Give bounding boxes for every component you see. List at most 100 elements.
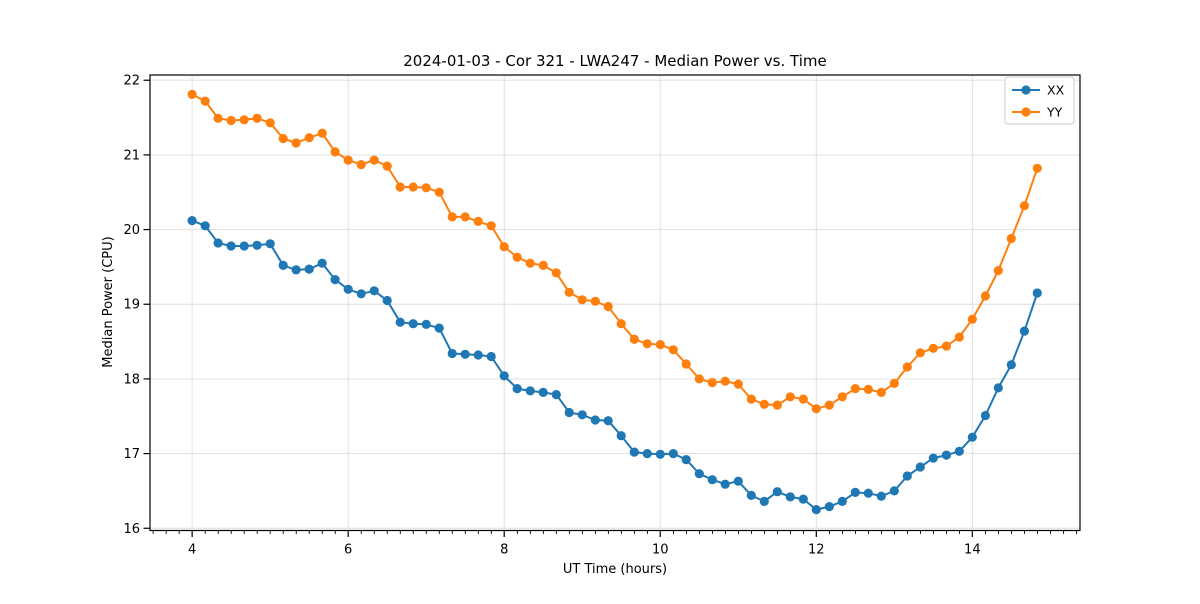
x-tick-label: 4 bbox=[188, 543, 196, 558]
data-point-XX bbox=[824, 502, 834, 512]
data-point-YY bbox=[759, 399, 769, 409]
data-point-YY bbox=[486, 221, 496, 231]
data-point-YY bbox=[304, 133, 314, 143]
plot-border bbox=[149, 74, 1081, 532]
data-point-XX bbox=[317, 258, 327, 268]
data-point-XX bbox=[746, 490, 756, 500]
data-point-XX bbox=[343, 284, 353, 294]
data-point-YY bbox=[694, 374, 704, 384]
data-point-XX bbox=[499, 371, 509, 381]
legend-label-YY: YY bbox=[1046, 105, 1063, 120]
data-point-XX bbox=[265, 239, 275, 249]
data-point-XX bbox=[915, 462, 925, 472]
data-point-YY bbox=[512, 252, 522, 262]
data-point-XX bbox=[759, 496, 769, 506]
data-point-YY bbox=[1032, 163, 1042, 173]
data-point-YY bbox=[928, 343, 938, 353]
data-point-YY bbox=[876, 387, 886, 397]
data-point-XX bbox=[590, 415, 600, 425]
data-point-YY bbox=[668, 345, 678, 355]
data-point-YY bbox=[850, 384, 860, 394]
data-point-XX bbox=[1019, 326, 1029, 336]
y-tick-label: 16 bbox=[123, 522, 140, 537]
data-point-YY bbox=[1019, 201, 1029, 211]
data-point-XX bbox=[447, 348, 457, 359]
data-point-XX bbox=[304, 264, 314, 274]
data-point-XX bbox=[863, 488, 873, 498]
data-point-XX bbox=[733, 476, 743, 486]
data-point-YY bbox=[902, 362, 912, 372]
data-point-YY bbox=[317, 128, 327, 138]
legend: XX YY bbox=[1004, 76, 1075, 125]
data-point-YY bbox=[252, 113, 262, 123]
data-point-YY bbox=[603, 301, 613, 312]
data-point-XX bbox=[291, 265, 301, 275]
data-point-YY bbox=[200, 96, 210, 106]
data-point-YY bbox=[434, 187, 444, 197]
data-point-YY bbox=[824, 400, 834, 410]
data-point-XX bbox=[811, 505, 821, 515]
data-point-YY bbox=[655, 340, 665, 350]
data-point-XX bbox=[512, 384, 522, 394]
data-point-XX bbox=[681, 455, 691, 465]
data-point-XX bbox=[785, 492, 795, 502]
data-point-XX bbox=[577, 410, 587, 420]
data-point-YY bbox=[278, 133, 288, 144]
data-point-YY bbox=[707, 378, 717, 388]
data-point-YY bbox=[616, 319, 626, 329]
data-point-YY bbox=[239, 115, 249, 125]
data-point-XX bbox=[668, 449, 678, 459]
data-point-XX bbox=[200, 221, 210, 231]
data-point-XX bbox=[278, 260, 288, 270]
data-point-XX bbox=[473, 350, 483, 360]
data-point-YY bbox=[837, 392, 847, 402]
data-point-XX bbox=[564, 407, 574, 418]
data-point-XX bbox=[408, 319, 418, 329]
x-tick-label: 6 bbox=[344, 543, 352, 558]
data-point-YY bbox=[629, 334, 639, 344]
data-point-YY bbox=[265, 118, 275, 128]
data-point-XX bbox=[889, 486, 899, 496]
y-tick-label: 22 bbox=[123, 74, 140, 89]
data-point-YY bbox=[577, 295, 587, 305]
data-point-XX bbox=[525, 386, 535, 396]
data-point-YY bbox=[538, 260, 548, 270]
data-point-XX bbox=[850, 487, 860, 497]
series-layer bbox=[187, 89, 1042, 515]
data-point-YY bbox=[681, 359, 691, 369]
data-point-YY bbox=[993, 266, 1003, 276]
data-point-YY bbox=[954, 332, 964, 342]
axes-layer: 4 6 8 10 12 14 16 17 18 19 20 21 22 bbox=[123, 74, 1081, 558]
data-point-YY bbox=[343, 155, 353, 165]
data-point-XX bbox=[486, 351, 496, 362]
data-point-YY bbox=[551, 268, 561, 278]
x-tick-label: 14 bbox=[964, 543, 981, 558]
x-tick-label: 10 bbox=[652, 543, 669, 558]
data-point-XX bbox=[239, 241, 249, 251]
data-point-XX bbox=[694, 469, 704, 479]
data-point-YY bbox=[785, 392, 795, 402]
data-point-XX bbox=[382, 295, 392, 306]
data-point-XX bbox=[655, 449, 665, 459]
data-point-YY bbox=[291, 138, 301, 148]
data-point-XX bbox=[772, 487, 782, 497]
data-point-XX bbox=[369, 286, 379, 296]
data-point-YY bbox=[564, 287, 574, 297]
data-point-YY bbox=[967, 314, 977, 324]
data-point-YY bbox=[447, 212, 457, 222]
data-point-XX bbox=[538, 387, 548, 397]
data-point-YY bbox=[382, 161, 392, 171]
data-point-YY bbox=[395, 182, 405, 192]
data-point-XX bbox=[616, 431, 626, 441]
data-point-YY bbox=[772, 400, 782, 410]
data-point-XX bbox=[421, 319, 431, 329]
data-point-YY bbox=[980, 291, 991, 301]
data-point-YY bbox=[733, 379, 743, 389]
series-line-YY bbox=[191, 93, 1039, 410]
data-point-YY bbox=[473, 216, 483, 226]
data-point-XX bbox=[720, 479, 730, 489]
data-point-XX bbox=[187, 216, 197, 226]
x-tick-label: 12 bbox=[808, 543, 825, 558]
